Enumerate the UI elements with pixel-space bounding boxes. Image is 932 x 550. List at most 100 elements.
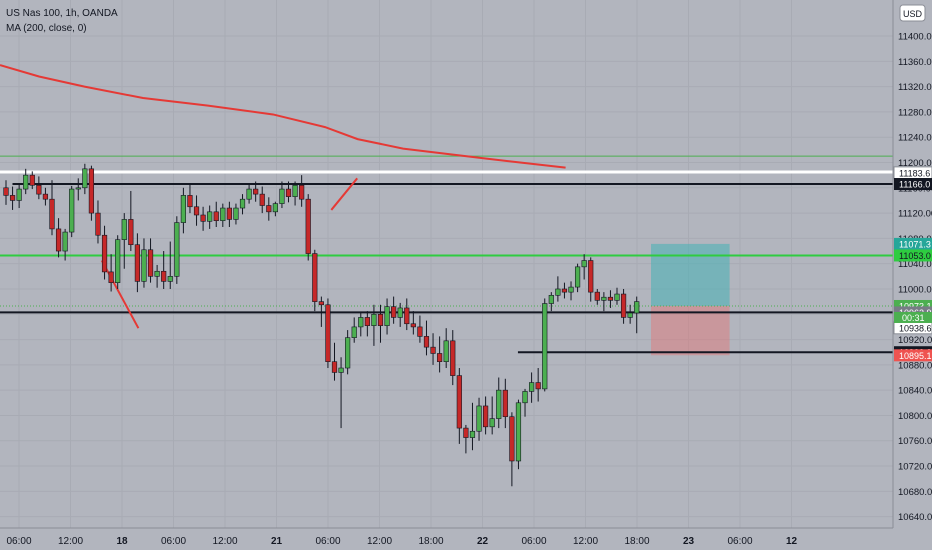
candle-body bbox=[279, 188, 285, 204]
candle-body bbox=[325, 304, 331, 362]
candle-body bbox=[167, 276, 173, 282]
candle-body bbox=[601, 296, 607, 301]
y-tick-label: 11240.00 bbox=[898, 133, 932, 144]
candle-body bbox=[75, 187, 81, 190]
x-tick-label: 06:00 bbox=[727, 536, 752, 547]
candle-body bbox=[207, 211, 213, 222]
position-stop-zone bbox=[650, 305, 730, 356]
y-tick-label: 11360.00 bbox=[898, 57, 932, 68]
candle-body bbox=[588, 260, 594, 293]
y-tick-label: 11120.00 bbox=[898, 209, 932, 220]
bar-countdown bbox=[894, 311, 932, 323]
candle-body bbox=[561, 288, 568, 293]
candle-body bbox=[285, 188, 292, 197]
candle-body bbox=[358, 317, 364, 328]
candle-body bbox=[266, 205, 272, 213]
bar-countdown-text: 00:31 bbox=[902, 313, 925, 323]
price-axis-label-text: 10938.6 bbox=[899, 323, 932, 333]
candle-body bbox=[259, 193, 265, 206]
candle-body bbox=[410, 323, 416, 328]
candle-body bbox=[55, 228, 62, 252]
candle-body bbox=[404, 307, 410, 325]
currency-label: USD bbox=[903, 9, 923, 19]
y-tick-label: 10720.00 bbox=[898, 462, 932, 473]
candle-body bbox=[128, 219, 134, 246]
candle-body bbox=[377, 313, 384, 326]
candle-body bbox=[489, 418, 495, 428]
candle-body bbox=[213, 211, 219, 221]
x-tick-label: 23 bbox=[683, 536, 695, 547]
candle-body bbox=[345, 337, 351, 369]
x-tick-label: 18:00 bbox=[624, 536, 649, 547]
candle-body bbox=[515, 402, 522, 462]
symbol-title[interactable]: US Nas 100, 1h, OANDA bbox=[6, 8, 118, 19]
candle-body bbox=[443, 340, 449, 362]
candle-body bbox=[483, 405, 489, 428]
price-axis-label-text: 11053.0 bbox=[899, 251, 931, 261]
candle-body bbox=[397, 307, 403, 318]
y-tick-label: 11280.00 bbox=[898, 107, 932, 118]
candle-body bbox=[62, 231, 68, 252]
candle-body bbox=[469, 430, 476, 438]
candle-body bbox=[364, 317, 370, 326]
y-tick-label: 10800.00 bbox=[898, 411, 932, 422]
price-axis-label bbox=[894, 349, 932, 362]
price-axis-label-text: 11183.6 bbox=[899, 168, 930, 178]
candle-body bbox=[9, 195, 16, 201]
candle-body bbox=[417, 326, 423, 337]
x-tick-label: 06:00 bbox=[521, 536, 546, 547]
candle-body bbox=[299, 184, 305, 200]
candle-body bbox=[16, 188, 22, 201]
candle-body bbox=[423, 336, 430, 348]
candle-body bbox=[542, 303, 548, 390]
x-tick-label: 21 bbox=[271, 536, 283, 547]
candle-body bbox=[318, 301, 324, 306]
candle-body bbox=[371, 313, 377, 326]
candle-body bbox=[607, 296, 614, 301]
candle-body bbox=[620, 293, 627, 318]
candle-body bbox=[476, 405, 482, 432]
y-tick-label: 10880.00 bbox=[898, 360, 932, 371]
currency-button[interactable] bbox=[899, 4, 926, 22]
candle-body bbox=[220, 207, 226, 221]
candle-body bbox=[134, 244, 141, 282]
candle-body bbox=[305, 198, 311, 254]
chart-legend: US Nas 100, 1h, OANDA MA (200, close, 0) bbox=[6, 6, 118, 36]
candle-body bbox=[246, 188, 252, 200]
candle-body bbox=[200, 214, 206, 222]
trendline bbox=[330, 177, 358, 211]
candle-body bbox=[528, 382, 535, 392]
candle-body bbox=[391, 306, 397, 318]
x-tick-label: 12 bbox=[786, 536, 798, 547]
candle-body bbox=[627, 312, 633, 318]
price-axis-label-text: 11071.3 bbox=[899, 239, 931, 249]
y-tick-label: 10920.00 bbox=[898, 335, 932, 346]
candle-body bbox=[338, 367, 344, 373]
candle-body bbox=[594, 291, 600, 301]
y-tick-label: 11040.00 bbox=[898, 259, 932, 270]
candle-body bbox=[36, 184, 42, 195]
x-tick-label: 18 bbox=[116, 536, 128, 547]
candle-body bbox=[555, 288, 561, 296]
y-tick-label: 11200.00 bbox=[898, 158, 932, 169]
price-axis-label bbox=[894, 178, 932, 191]
y-tick-label: 10680.00 bbox=[898, 487, 932, 498]
candle-body bbox=[331, 361, 338, 373]
candle-body bbox=[95, 212, 101, 236]
x-tick-label: 12:00 bbox=[212, 536, 237, 547]
indicator-label[interactable]: MA (200, close, 0) bbox=[6, 23, 87, 34]
x-tick-label: 12:00 bbox=[573, 536, 598, 547]
candle-body bbox=[292, 184, 298, 197]
x-tick-label: 18:00 bbox=[418, 536, 443, 547]
y-tick-label: 10760.00 bbox=[898, 436, 932, 447]
candle-body bbox=[496, 389, 502, 419]
candle-body bbox=[82, 168, 88, 189]
candle-body bbox=[180, 195, 186, 223]
moving-average-line bbox=[0, 64, 566, 169]
candle-body bbox=[450, 340, 456, 376]
candle-body bbox=[193, 206, 200, 216]
price-axis-label-text: 11166.0 bbox=[899, 180, 930, 190]
candle-body bbox=[23, 174, 29, 190]
